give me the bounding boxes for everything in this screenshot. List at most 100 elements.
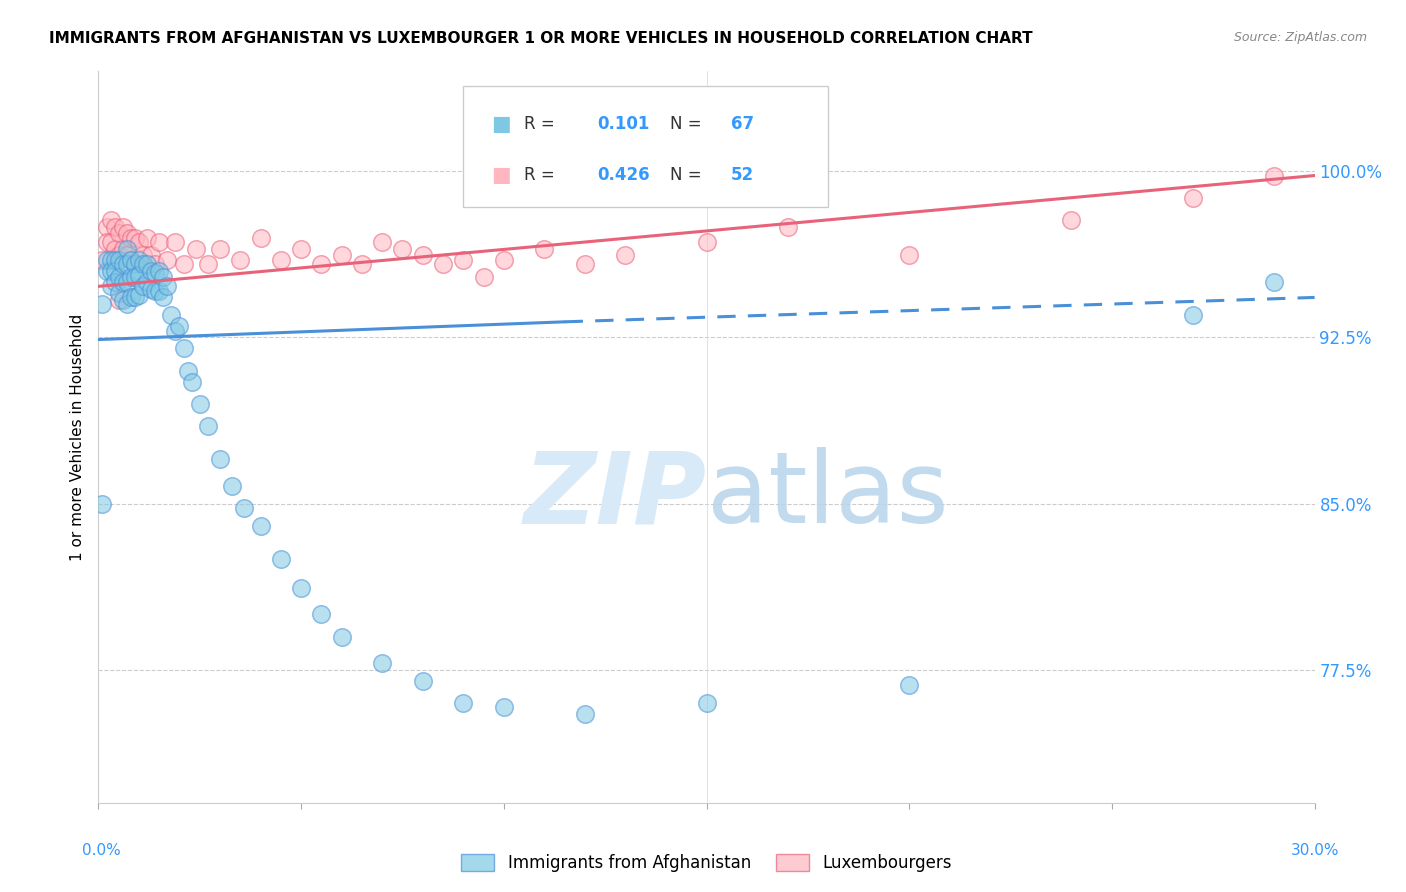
Point [104,242,127,256]
Point [120,290,142,304]
Point [412,248,434,262]
Point [120,252,142,267]
Point [330,630,353,644]
Point [136,230,159,244]
Point [124,230,146,244]
Point [350,257,373,271]
Point [111,275,134,289]
Text: N =: N = [671,115,702,133]
Point [107,226,129,240]
Point [107,252,129,267]
Point [311,607,333,622]
Point [188,397,211,411]
Point [115,226,138,240]
Point [96,264,118,278]
Point [152,270,174,285]
Point [132,257,155,271]
Point [176,363,198,377]
Point [412,673,434,688]
Point [96,235,118,249]
Point [290,581,312,595]
Point [169,319,191,334]
Point [91,497,114,511]
Point [143,284,166,298]
Point [311,257,333,271]
Text: 0.426: 0.426 [598,166,650,184]
Point [115,242,138,256]
Point [100,252,122,267]
Point [128,252,150,267]
Text: 0.101: 0.101 [598,115,650,133]
Point [124,290,146,304]
Point [696,696,718,710]
Point [107,248,129,262]
Point [229,252,252,267]
Point [173,342,195,356]
Text: ■: ■ [491,165,510,185]
Point [249,518,271,533]
Point [104,219,127,234]
Point [453,252,475,267]
Point [111,219,134,234]
Point [104,275,127,289]
Point [111,242,134,256]
Point [115,275,138,289]
Point [148,264,170,278]
Point [132,279,155,293]
Point [1182,191,1205,205]
Point [1060,212,1083,227]
Point [96,219,118,234]
Point [391,242,413,256]
Point [104,252,127,267]
Point [776,219,799,234]
FancyBboxPatch shape [464,86,828,207]
Point [290,242,312,256]
Point [91,252,114,267]
Point [270,552,292,566]
Point [160,308,183,322]
Point [115,257,138,271]
Point [111,293,134,307]
Point [104,264,127,278]
Point [209,452,232,467]
Point [100,235,122,249]
Point [107,285,129,300]
Point [173,257,195,271]
Point [148,235,170,249]
Point [120,252,142,267]
Point [184,242,207,256]
Point [1263,169,1285,183]
Point [574,707,596,722]
Text: R =: R = [524,115,555,133]
Point [115,297,138,311]
Point [249,230,271,244]
Text: 30.0%: 30.0% [1291,843,1339,858]
Point [96,252,118,267]
Point [107,293,129,307]
Point [143,266,166,280]
Point [136,275,159,289]
Y-axis label: 1 or more Vehicles in Household: 1 or more Vehicles in Household [69,313,84,561]
Point [233,501,256,516]
Point [180,375,202,389]
Point [270,252,292,267]
Point [165,235,187,249]
Text: IMMIGRANTS FROM AFGHANISTAN VS LUXEMBOURGER 1 OR MORE VEHICLES IN HOUSEHOLD CORR: IMMIGRANTS FROM AFGHANISTAN VS LUXEMBOUR… [49,31,1033,46]
Point [371,656,394,670]
Point [143,257,166,271]
Point [492,252,515,267]
Point [128,235,150,249]
Point [91,297,114,311]
Point [148,284,170,298]
Point [432,257,454,271]
Point [898,678,921,692]
Point [533,242,555,256]
Point [1263,275,1285,289]
Point [472,270,495,285]
Point [371,235,394,249]
Legend: Immigrants from Afghanistan, Luxembourgers: Immigrants from Afghanistan, Luxembourge… [454,847,959,879]
Text: ■: ■ [491,113,510,134]
Text: ZIP: ZIP [523,447,707,544]
Text: 0.0%: 0.0% [82,843,121,858]
Point [120,270,142,285]
